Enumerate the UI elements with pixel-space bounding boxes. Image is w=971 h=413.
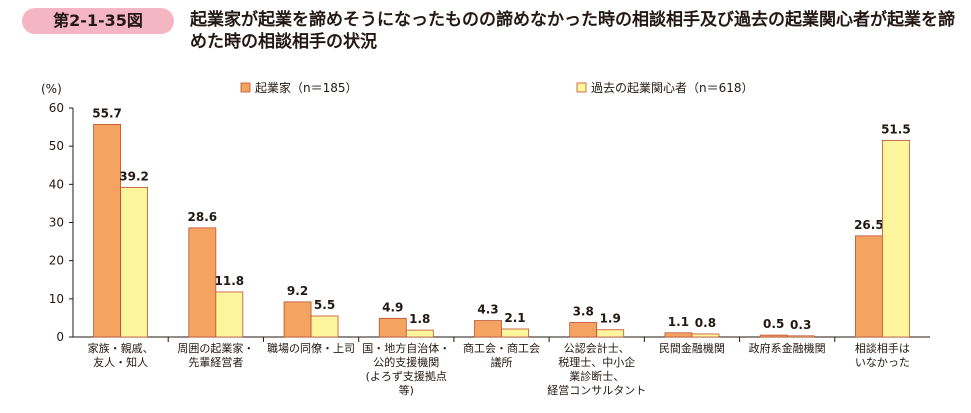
category-label: 議所 (491, 355, 513, 369)
category-label: 税理士、中小企 (558, 355, 635, 369)
y-tick-label: 60 (49, 101, 64, 115)
legend-swatch (576, 82, 587, 93)
y-tick-label: 20 (49, 254, 64, 268)
bar (664, 332, 693, 338)
data-label: 4.3 (477, 303, 498, 317)
data-label: 2.1 (504, 311, 525, 325)
figure-title: 起業家が起業を諦めそうになったものの諦めなかった時の相談相手及び過去の起業関心者… (190, 10, 955, 52)
bar (188, 227, 217, 338)
data-label: 0.8 (695, 316, 716, 330)
bar (501, 328, 529, 338)
y-tick-label: 30 (49, 216, 64, 230)
data-label: 51.5 (881, 122, 911, 136)
y-unit-label: (%) (41, 82, 62, 96)
bar (691, 333, 720, 338)
y-tick-label: 0 (56, 330, 64, 344)
y-tick-label: 40 (49, 177, 64, 191)
category-label: 国・地方自治体・ (362, 341, 450, 355)
bar (283, 301, 312, 338)
data-label: 39.2 (119, 169, 149, 183)
bar (854, 235, 883, 338)
bar (474, 320, 502, 338)
bar (881, 140, 910, 338)
category-label: 業診断士、 (569, 369, 624, 383)
bar (93, 124, 122, 338)
bar (596, 329, 625, 338)
category-label: 周囲の起業家・ (177, 341, 254, 355)
legend-swatch (240, 82, 251, 93)
data-label: 4.9 (382, 300, 403, 314)
category-label: いなかった (855, 356, 910, 369)
category-label: 等) (399, 383, 414, 397)
category-label: 公認会計士、 (564, 341, 630, 355)
figure-number-badge: 第2-1-35図 (22, 8, 174, 34)
data-label: 1.9 (600, 312, 621, 326)
data-label: 28.6 (188, 210, 218, 224)
data-label: 0.3 (790, 318, 811, 332)
category-label: 相談相手は (855, 341, 910, 355)
legend-label: 起業家（n＝185） (255, 80, 358, 95)
category-label: 友人・知人 (93, 355, 148, 369)
data-label: 55.7 (92, 106, 122, 120)
y-tick-label: 10 (49, 292, 64, 306)
category-label: 経営コンサルタント (547, 383, 646, 397)
category-label: 政府系金融機関 (749, 341, 826, 355)
category-label: 民間金融機関 (659, 341, 725, 355)
bar (215, 291, 244, 338)
data-label: 0.5 (763, 317, 784, 331)
data-label: 5.5 (314, 298, 335, 312)
y-tick-label: 50 (49, 139, 64, 153)
bar (759, 334, 788, 338)
category-label: 職場の同僚・上司 (267, 342, 355, 355)
data-label: 3.8 (573, 304, 594, 318)
data-label: 26.5 (854, 218, 884, 232)
category-label: (よろず支援拠点 (366, 369, 447, 383)
bar (310, 315, 339, 338)
category-label: 公的支援機関 (373, 355, 439, 369)
category-label: 商工会・商工会 (463, 341, 540, 355)
bar (120, 186, 149, 338)
data-label: 9.2 (287, 284, 308, 298)
data-label: 11.8 (215, 274, 245, 288)
data-label: 1.8 (409, 312, 430, 326)
bar (569, 322, 598, 338)
bar (786, 335, 815, 338)
figure-header: 第2-1-35図 起業家が起業を諦めそうになったものの諦めなかった時の相談相手及… (0, 0, 971, 62)
category-label: 家族・親戚、 (88, 341, 154, 355)
bar (405, 329, 434, 338)
bar (378, 317, 407, 338)
category-label: 先輩経営者 (188, 355, 243, 369)
data-label: 1.1 (668, 315, 689, 329)
legend-label: 過去の起業関心者（n＝618） (591, 81, 754, 95)
